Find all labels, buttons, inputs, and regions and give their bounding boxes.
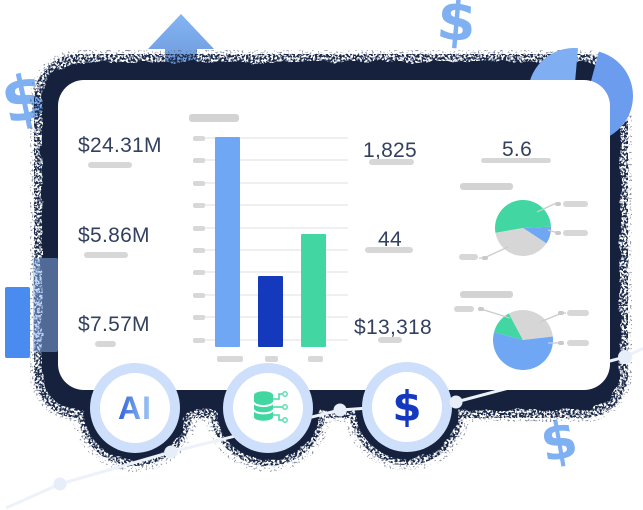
bar-axis-tick — [193, 293, 205, 298]
bar-grid-line — [205, 271, 348, 273]
kpi-underline — [84, 252, 128, 258]
pie1-label-left — [459, 254, 478, 260]
pie1-arrow-dash-3 — [482, 256, 488, 260]
pie-slice-blue — [523, 226, 551, 244]
kpi-ratio-1: 5.6 — [501, 138, 533, 161]
pie2-label-right-1 — [567, 310, 589, 316]
kpi-underline — [378, 337, 402, 343]
bar-decor-left-solid — [5, 287, 30, 358]
ai-label: AI — [118, 390, 152, 426]
kpi-underline — [365, 247, 413, 253]
ai-icon: AI — [118, 390, 152, 426]
dollar-chip: $ — [362, 362, 452, 452]
kpi-underline — [95, 341, 116, 347]
bar-grid-line — [205, 227, 348, 229]
bar-axis-tick — [193, 315, 205, 320]
pie2-label-right-2 — [567, 340, 589, 346]
bar-axis-tick — [193, 338, 205, 343]
bar-axis-tick — [193, 226, 205, 231]
bar-decor-left-translucent — [33, 258, 58, 352]
database-chip-inner — [233, 373, 303, 443]
pie2-arrow-dash-3 — [558, 341, 564, 345]
database-icon — [253, 391, 288, 423]
pie2-arrow-dash-1 — [478, 307, 484, 311]
bar-x-label-placeholder — [217, 356, 243, 362]
pie-chart-1 — [495, 200, 551, 256]
bar-axis-tick — [193, 158, 205, 163]
dollar-icon: $ — [392, 382, 422, 431]
pie2-arrow-dash-2 — [558, 311, 564, 315]
kpi-underline — [369, 159, 414, 165]
kpi-revenue-2: $5.86M — [78, 224, 150, 247]
dollar-chip-inner: $ — [372, 372, 442, 442]
bar-1 — [258, 276, 283, 347]
pie1-arrow-dash-2 — [555, 231, 561, 235]
bar-2 — [301, 234, 326, 347]
pie-chart-2 — [493, 310, 553, 370]
bar-grid-line — [205, 137, 348, 139]
kpi-revenue-1: $24.31M — [78, 134, 162, 157]
dashboard-card: $24.31M $5.86M $7.57M 1,825 44 $13,318 5… — [58, 80, 610, 390]
bar-axis-tick — [193, 203, 205, 208]
bar-x-label-placeholder — [308, 356, 323, 362]
ai-chip: AI — [90, 363, 180, 453]
bar-chart — [189, 130, 399, 370]
pie1-arrow-dash-1 — [555, 202, 561, 206]
bar-axis-tick — [193, 136, 205, 141]
kpi-revenue-3: $7.57M — [78, 313, 150, 336]
pie1-label-right-1 — [563, 201, 588, 207]
database-chip — [223, 363, 313, 453]
bar-grid-line — [205, 249, 348, 251]
kpi-amount-1: $13,318 — [354, 316, 433, 339]
bar-chart-title-placeholder — [189, 114, 239, 122]
bar-axis-tick — [193, 248, 205, 253]
bar-x-label-placeholder — [265, 356, 278, 362]
bar-grid-line — [205, 159, 348, 161]
bar-grid-line — [205, 204, 348, 206]
kpi-count-2: 44 — [378, 228, 402, 251]
pie1-label-right-2 — [563, 230, 588, 236]
kpi-underline — [481, 158, 551, 163]
bar-grid-line — [205, 182, 348, 184]
pie1-title-placeholder — [460, 183, 513, 190]
pie-slice-green — [494, 313, 523, 340]
ai-chip-inner: AI — [100, 373, 170, 443]
pie2-title-placeholder — [460, 291, 513, 298]
kpi-count-1: 1,825 — [362, 139, 418, 162]
bar-axis-tick — [193, 270, 205, 275]
pie2-label-left — [454, 306, 474, 312]
up-arrow-icon — [148, 14, 214, 84]
kpi-underline — [88, 162, 132, 168]
bar-axis-tick — [193, 181, 205, 186]
pie-slice-blue — [493, 332, 553, 370]
bar-0 — [215, 137, 240, 347]
